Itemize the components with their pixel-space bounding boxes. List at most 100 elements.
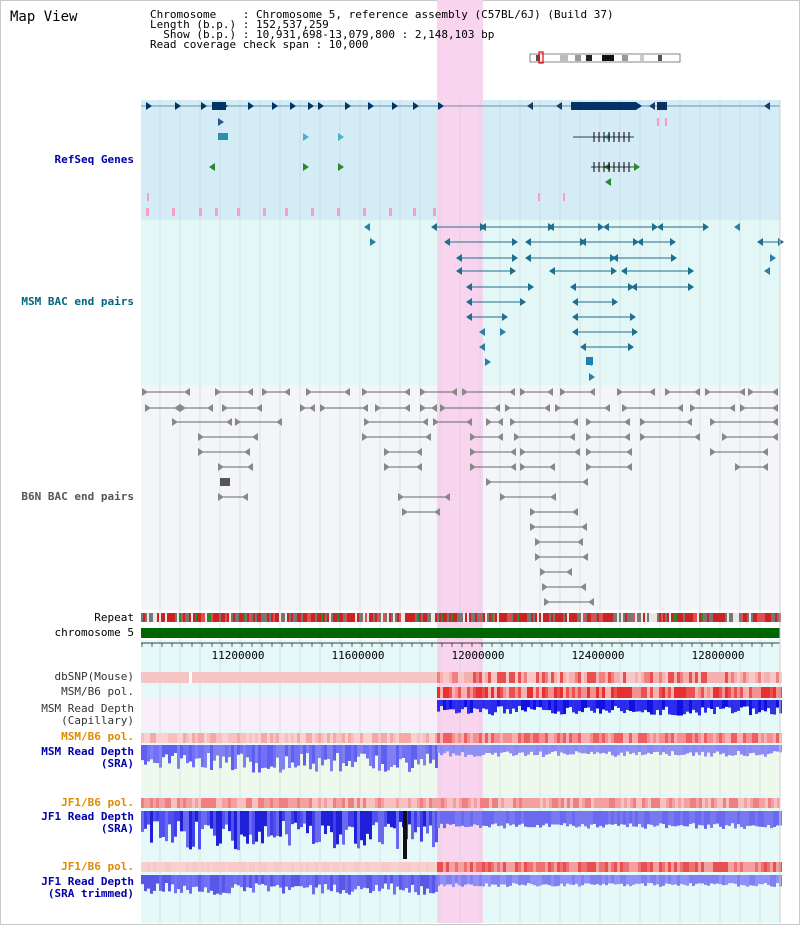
jf1-trim-depth — [473, 875, 476, 887]
repeat-segment — [557, 613, 559, 622]
msm-pol2-cell — [566, 733, 569, 743]
msm-sra-depth — [656, 745, 659, 752]
jf1-trim-depth — [207, 875, 210, 893]
msm-sra-depth — [680, 745, 683, 755]
b6n-bac-end — [555, 404, 561, 412]
repeat-segment — [161, 613, 163, 622]
msm-sra-depth — [581, 745, 584, 754]
repeat-segment — [595, 613, 597, 622]
jf1-pol2-cell — [569, 862, 572, 872]
msm-pol-cell — [560, 687, 563, 698]
msm-pol2-cell — [485, 733, 488, 743]
msm-sra-depth — [494, 745, 497, 753]
msm-capillary-depth — [476, 700, 479, 710]
jf1-pol2-cell — [449, 862, 452, 872]
msm-pol-cell — [740, 687, 743, 698]
msm-capillary-depth — [563, 700, 566, 715]
jf1-pol-cell — [339, 798, 342, 808]
repeat-segment — [405, 613, 407, 622]
msm-sra-depth — [515, 745, 518, 755]
jf1-pol2-cell — [192, 862, 195, 872]
repeat-segment — [477, 613, 479, 622]
b6n-bac-end — [722, 433, 728, 441]
repeat-segment — [379, 613, 381, 622]
repeat-segment — [285, 613, 287, 622]
dbsnp-cell — [560, 672, 563, 683]
jf1-sra-depth — [201, 811, 204, 830]
msm-capillary-depth — [719, 700, 722, 710]
msm-capillary-depth — [755, 700, 758, 714]
jf1-trim-depth — [554, 875, 557, 887]
msm-sra-depth — [324, 745, 327, 760]
label-msm-bac[interactable]: MSM BAC end pairs — [21, 295, 134, 308]
label-repeat: Repeat — [94, 611, 134, 624]
msm-sra-depth — [608, 745, 611, 752]
jf1-trim-depth — [372, 875, 375, 892]
repeat-segment — [757, 613, 759, 622]
msm-bac-end — [512, 238, 518, 246]
b6n-bac-end — [497, 418, 503, 426]
b6n-bac-end — [220, 478, 230, 486]
label-refseq-genes[interactable]: RefSeq Genes — [54, 153, 134, 166]
jf1-sra-depth — [306, 811, 309, 834]
label-msm-pol-2: MSM/B6 pol. — [61, 730, 134, 743]
b6n-bac-end — [640, 418, 646, 426]
repeat-segment — [481, 613, 483, 622]
msm-sra-depth — [473, 745, 476, 757]
msm-pol2-cell — [725, 733, 728, 743]
jf1-trim-depth — [713, 875, 716, 885]
jf1-pol2-cell — [237, 862, 240, 872]
jf1-pol-cell — [735, 798, 738, 808]
b6n-bac-end — [172, 418, 178, 426]
repeat-segment — [621, 613, 623, 622]
msm-bac-end — [512, 254, 518, 262]
msm-pol2-cell — [740, 733, 743, 743]
jf1-pol2-cell — [282, 862, 285, 872]
msm-sra-depth — [545, 745, 548, 755]
jf1-pol-cell — [696, 798, 699, 808]
repeat-segment — [713, 613, 715, 622]
jf1-sra-depth — [758, 811, 761, 827]
label-msm-depth-capillary: MSM Read Depth (Capillary) — [41, 702, 134, 727]
msm-pol2-cell — [536, 733, 539, 743]
jf1-sra-depth — [363, 811, 366, 846]
msm-sra-depth — [686, 745, 689, 754]
msm-pol2-cell — [623, 733, 626, 743]
jf1-sra-depth — [449, 811, 452, 825]
repeat-segment — [587, 613, 589, 622]
jf1-pol-cell — [237, 798, 240, 808]
repeat-segment — [607, 613, 609, 622]
jf1-sra-depth — [348, 811, 351, 827]
msm-pol2-cell — [620, 733, 623, 743]
jf1-pol2-cell — [360, 862, 363, 872]
jf1-pol-cell — [744, 798, 747, 808]
jf1-pol2-cell — [749, 862, 752, 872]
msm-pol2-cell — [192, 733, 195, 743]
repeat-segment — [407, 613, 409, 622]
dbsnp-cell — [653, 672, 656, 683]
jf1-pol2-cell — [318, 862, 321, 872]
msm-pol2-cell — [144, 733, 147, 743]
repeat-segment — [727, 613, 729, 622]
msm-pol2-cell — [554, 733, 557, 743]
msm-sra-depth — [629, 745, 632, 755]
jf1-pol-cell — [648, 798, 651, 808]
label-b6n-bac[interactable]: B6N BAC end pairs — [21, 490, 134, 503]
jf1-pol2-cell — [351, 862, 354, 872]
repeat-segment — [609, 613, 611, 622]
msm-pol2-cell — [584, 733, 587, 743]
msm-sra-depth — [668, 745, 671, 756]
repeat-segment — [211, 613, 213, 622]
jf1-pol-cell — [411, 798, 414, 808]
jf1-pol2-cell — [249, 862, 252, 872]
msm-sra-depth — [758, 745, 761, 756]
gene-feature — [303, 163, 309, 171]
info-coverage-span: Read coverage check span : 10,000 — [150, 38, 369, 51]
jf1-pol-cell — [672, 798, 675, 808]
msm-sra-depth — [243, 745, 246, 768]
repeat-segment — [341, 613, 343, 622]
repeat-segment — [751, 613, 753, 622]
msm-bac-end — [603, 223, 609, 231]
jf1-sra-depth — [216, 811, 219, 846]
